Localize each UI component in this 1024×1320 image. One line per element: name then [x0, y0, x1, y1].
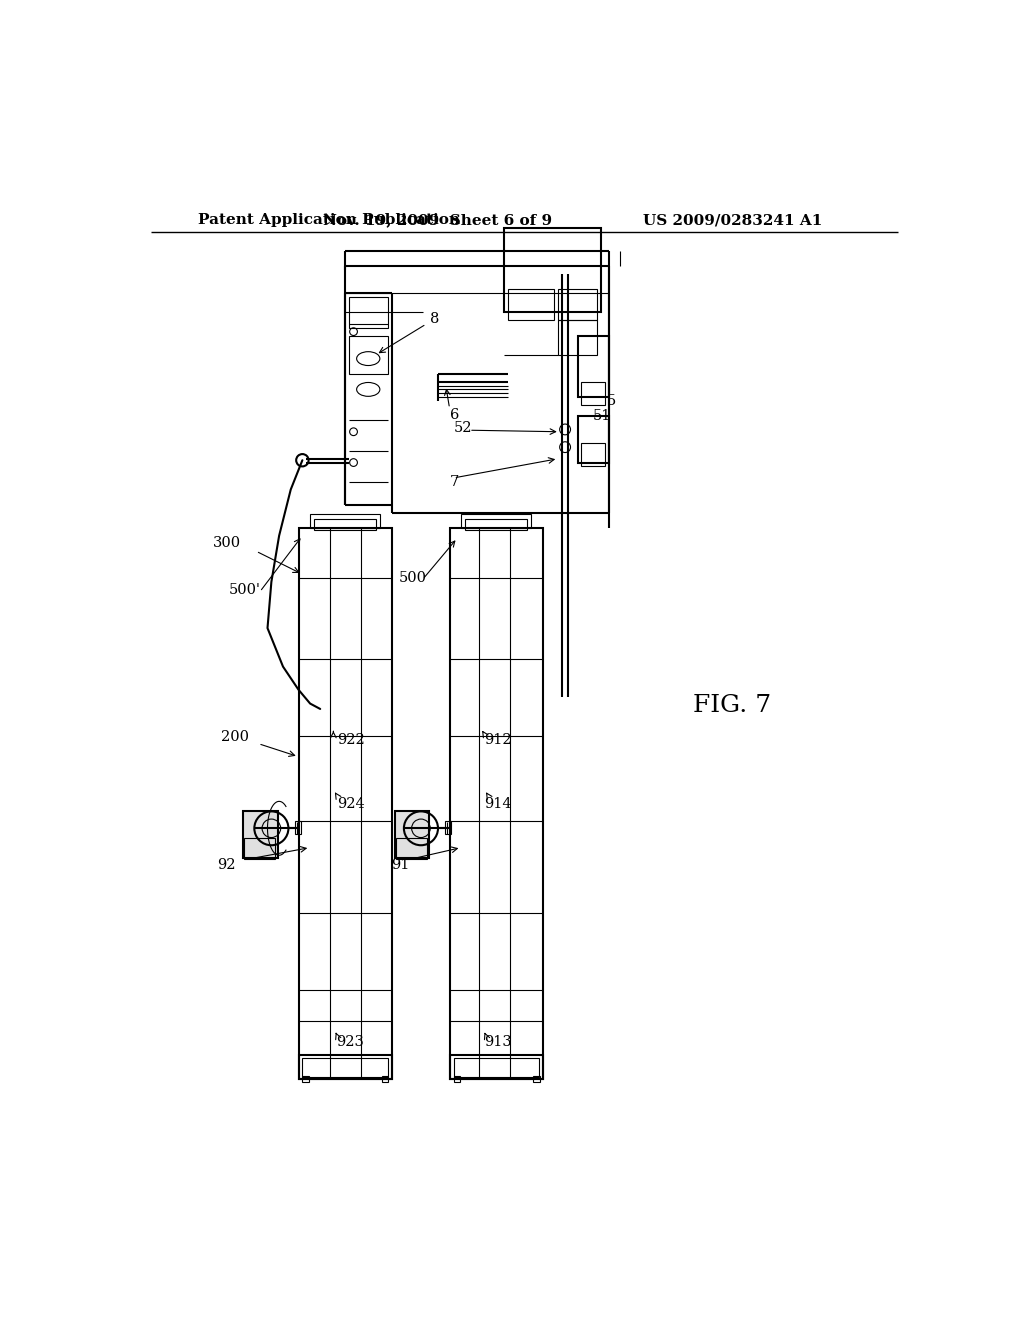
Text: 8: 8 — [430, 312, 439, 326]
Bar — [534, 1076, 540, 1082]
Text: Nov. 19, 2009  Sheet 6 of 9: Nov. 19, 2009 Sheet 6 of 9 — [324, 213, 553, 227]
Text: 7: 7 — [450, 475, 459, 488]
Bar — [558, 321, 597, 355]
Text: 500': 500' — [228, 582, 261, 597]
Bar — [314, 519, 376, 529]
Bar — [582, 381, 604, 405]
Text: 924: 924 — [337, 797, 365, 810]
Bar — [245, 838, 275, 859]
Bar — [454, 1057, 539, 1077]
Text: US 2009/0283241 A1: US 2009/0283241 A1 — [643, 213, 822, 227]
Bar — [578, 416, 608, 462]
Bar — [349, 297, 388, 327]
Bar — [445, 821, 452, 834]
Bar — [578, 335, 608, 397]
Bar — [310, 513, 380, 528]
Bar — [302, 1057, 388, 1077]
Text: 922: 922 — [337, 733, 365, 747]
Bar — [508, 289, 554, 321]
Text: 913: 913 — [484, 1035, 512, 1049]
Bar — [299, 528, 391, 1078]
Bar — [582, 444, 604, 466]
Bar — [295, 821, 301, 834]
Bar — [394, 812, 429, 858]
Text: FIG. 7: FIG. 7 — [693, 693, 771, 717]
Ellipse shape — [356, 383, 380, 396]
Bar — [299, 1056, 391, 1078]
Text: 5: 5 — [607, 393, 616, 408]
Bar — [450, 1056, 543, 1078]
Bar — [558, 289, 597, 321]
Text: 912: 912 — [484, 733, 512, 747]
Text: 92: 92 — [217, 858, 236, 873]
Bar — [302, 1076, 308, 1082]
Text: 300: 300 — [213, 536, 242, 550]
Bar — [454, 1076, 460, 1082]
Text: 6: 6 — [450, 408, 459, 422]
Text: 923: 923 — [336, 1035, 364, 1049]
Bar — [382, 1076, 388, 1082]
Text: 500: 500 — [399, 572, 427, 585]
Text: 914: 914 — [484, 797, 512, 810]
Bar — [504, 227, 601, 313]
Text: 200: 200 — [221, 730, 249, 744]
Bar — [465, 519, 527, 529]
Text: 52: 52 — [454, 421, 472, 434]
Bar — [396, 838, 427, 859]
Ellipse shape — [356, 351, 380, 366]
Bar — [461, 513, 531, 528]
Text: 51: 51 — [593, 409, 611, 424]
Bar — [349, 335, 388, 374]
Text: Patent Application Publication: Patent Application Publication — [198, 213, 460, 227]
Bar — [450, 528, 543, 1078]
Bar — [243, 812, 278, 858]
Text: 91: 91 — [391, 858, 410, 873]
